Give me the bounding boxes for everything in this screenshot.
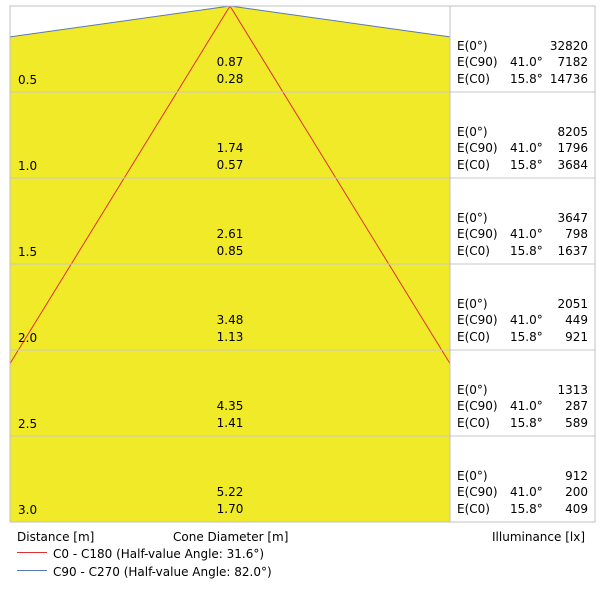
- illuminance-c0-name: E(C0): [457, 416, 490, 430]
- diameter-c90-label: 0.87: [217, 55, 244, 69]
- illuminance-c90-angle: 41.0°: [510, 55, 543, 69]
- illuminance-e0-name: E(0°): [457, 469, 488, 483]
- illuminance-c90-name: E(C90): [457, 227, 498, 241]
- legend-label-c0: C0 - C180 (Half-value Angle: 31.6°): [53, 547, 265, 561]
- illuminance-c0-value: 589: [565, 416, 588, 430]
- legend-label-c90: C90 - C270 (Half-value Angle: 82.0°): [53, 565, 272, 579]
- illuminance-c0-name: E(C0): [457, 158, 490, 172]
- illuminance-e0-name: E(0°): [457, 125, 488, 139]
- diameter-c90-label: 5.22: [217, 485, 244, 499]
- illuminance-c0-angle: 15.8°: [510, 244, 543, 258]
- grid-layer: [9, 5, 596, 523]
- illuminance-c0-name: E(C0): [457, 330, 490, 344]
- illuminance-c90-name: E(C90): [457, 55, 498, 69]
- illuminance-c90-name: E(C90): [457, 313, 498, 327]
- illuminance-e0-value: 2051: [557, 297, 588, 311]
- x-axis-label-diameter: Cone Diameter [m]: [173, 530, 289, 544]
- illuminance-e0-value: 3647: [557, 211, 588, 225]
- illuminance-e0-value: 8205: [557, 125, 588, 139]
- table-frame: [449, 5, 596, 523]
- illuminance-c0-value: 14736: [550, 72, 588, 86]
- diameter-c90-label: 1.74: [217, 141, 244, 155]
- illuminance-c90-value: 449: [565, 313, 588, 327]
- illuminance-c90-angle: 41.0°: [510, 141, 543, 155]
- legend-line-c0: [17, 552, 47, 553]
- illuminance-c90-value: 287: [565, 399, 588, 413]
- x-axis-label-illuminance: Illuminance [lx]: [492, 530, 585, 544]
- illuminance-c0-angle: 15.8°: [510, 416, 543, 430]
- illuminance-c0-value: 921: [565, 330, 588, 344]
- illuminance-c0-angle: 15.8°: [510, 158, 543, 172]
- distance-label: 3.0: [18, 503, 37, 517]
- illuminance-c90-value: 200: [565, 485, 588, 499]
- distance-label: 0.5: [18, 73, 37, 87]
- illuminance-e0-value: 1313: [557, 383, 588, 397]
- illuminance-c90-angle: 41.0°: [510, 399, 543, 413]
- illuminance-c0-value: 1637: [557, 244, 588, 258]
- illuminance-c90-angle: 41.0°: [510, 227, 543, 241]
- illuminance-e0-name: E(0°): [457, 39, 488, 53]
- diameter-c0-label: 0.28: [217, 72, 244, 86]
- illuminance-c0-name: E(C0): [457, 502, 490, 516]
- illuminance-e0-name: E(0°): [457, 297, 488, 311]
- illuminance-c90-value: 7182: [557, 55, 588, 69]
- illuminance-c0-value: 3684: [557, 158, 588, 172]
- illuminance-c0-name: E(C0): [457, 72, 490, 86]
- illuminance-c0-name: E(C0): [457, 244, 490, 258]
- illuminance-e0-value: 32820: [550, 39, 588, 53]
- illuminance-c90-value: 1796: [557, 141, 588, 155]
- distance-label: 2.0: [18, 331, 37, 345]
- diameter-c0-label: 0.85: [217, 244, 244, 258]
- x-axis-label-distance: Distance [m]: [17, 530, 95, 544]
- illuminance-c90-name: E(C90): [457, 141, 498, 155]
- diameter-c90-label: 3.48: [217, 313, 244, 327]
- diameter-c0-label: 1.13: [217, 330, 244, 344]
- diameter-c0-label: 1.70: [217, 502, 244, 516]
- diameter-c0-label: 0.57: [217, 158, 244, 172]
- diameter-c90-label: 2.61: [217, 227, 244, 241]
- illuminance-c0-angle: 15.8°: [510, 330, 543, 344]
- text-layer: 0.5 0.87 0.28 E(0°) 32820 E(C90) 41.0° 7182 E(C0…: [18, 39, 588, 517]
- illuminance-c90-name: E(C90): [457, 485, 498, 499]
- illuminance-e0-name: E(0°): [457, 211, 488, 225]
- illuminance-c90-name: E(C90): [457, 399, 498, 413]
- illuminance-c90-angle: 41.0°: [510, 313, 543, 327]
- illuminance-e0-name: E(0°): [457, 383, 488, 397]
- legend-line-c90: [17, 570, 47, 571]
- distance-label: 1.5: [18, 245, 37, 259]
- distance-label: 1.0: [18, 159, 37, 173]
- legend-item-c90: C90 - C270 (Half-value Angle: 82.0°): [17, 565, 272, 579]
- legend-item-c0: C0 - C180 (Half-value Angle: 31.6°): [17, 547, 264, 561]
- illuminance-c0-value: 409: [565, 502, 588, 516]
- illuminance-c90-angle: 41.0°: [510, 485, 543, 499]
- illuminance-c0-angle: 15.8°: [510, 72, 543, 86]
- diameter-c90-label: 4.35: [217, 399, 244, 413]
- illuminance-c90-value: 798: [565, 227, 588, 241]
- illuminance-c0-angle: 15.8°: [510, 502, 543, 516]
- illuminance-e0-value: 912: [565, 469, 588, 483]
- diameter-c0-label: 1.41: [217, 416, 244, 430]
- distance-label: 2.5: [18, 417, 37, 431]
